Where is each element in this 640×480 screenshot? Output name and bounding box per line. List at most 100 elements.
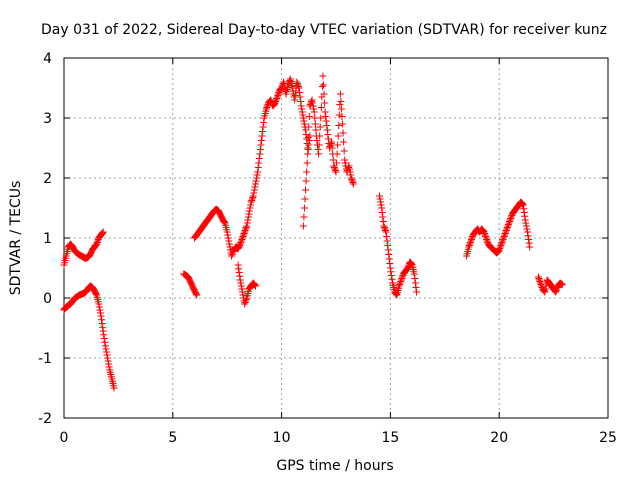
data-point: [348, 177, 356, 185]
data-point: [411, 279, 419, 287]
x-tick-label: 25: [599, 430, 617, 446]
data-point: [281, 87, 289, 95]
data-point: [506, 218, 514, 225]
series-seg4: [463, 198, 534, 260]
data-point: [226, 243, 234, 251]
data-point: [309, 102, 317, 110]
data-point: [336, 101, 344, 108]
data-point: [349, 180, 357, 188]
y-tick-label: 0: [43, 291, 52, 307]
data-point: [220, 218, 228, 225]
data-point: [386, 260, 394, 267]
data-point: [541, 288, 549, 296]
series-seg5: [534, 273, 566, 296]
data-point: [102, 345, 110, 353]
data-point: [341, 156, 349, 164]
data-point: [481, 230, 489, 237]
data-point: [334, 141, 342, 149]
data-point: [252, 177, 260, 185]
data-point: [305, 113, 313, 120]
data-point: [256, 150, 264, 158]
data-point: [308, 98, 316, 105]
data-point: [242, 224, 250, 231]
series-seg2_dip: [234, 261, 259, 308]
data-point: [263, 104, 271, 111]
data-point: [234, 261, 242, 269]
data-point: [335, 122, 343, 129]
data-point: [537, 281, 545, 288]
data-point: [412, 284, 420, 291]
x-tick-label: 5: [168, 430, 177, 446]
data-point: [337, 105, 345, 113]
data-point: [347, 171, 355, 179]
data-point: [377, 201, 385, 209]
data-point: [408, 260, 416, 268]
data-point: [346, 165, 354, 173]
data-point: [323, 126, 331, 134]
data-point: [98, 316, 106, 324]
data-point: [223, 228, 231, 236]
data-point: [301, 195, 309, 203]
data-point: [253, 171, 261, 179]
data-point: [99, 323, 107, 331]
data-point: [298, 108, 306, 116]
data-point: [300, 204, 308, 212]
data-point: [255, 155, 263, 162]
x-tick-label: 0: [60, 430, 69, 446]
data-point: [501, 230, 509, 237]
y-tick-label: -2: [38, 411, 52, 427]
data-point: [378, 204, 386, 212]
data-point: [248, 195, 256, 203]
data-point: [328, 138, 336, 146]
data-point: [243, 222, 251, 230]
data-point: [380, 224, 388, 231]
data-point: [95, 303, 103, 311]
data-point: [311, 114, 319, 122]
data-point: [339, 129, 347, 137]
data-point: [349, 179, 357, 186]
data-point: [411, 275, 419, 282]
data-point: [98, 320, 106, 327]
data-point: [483, 237, 491, 245]
data-point: [348, 176, 356, 183]
data-point: [525, 236, 533, 243]
data-point: [552, 288, 560, 296]
data-point: [239, 233, 247, 240]
data-point: [236, 276, 244, 284]
data-point: [466, 239, 474, 246]
data-point: [540, 287, 548, 294]
data-point: [273, 93, 281, 101]
data-point: [340, 147, 348, 155]
data-point: [497, 242, 505, 249]
data-point: [313, 137, 321, 144]
data-point: [338, 113, 346, 120]
data-point: [494, 248, 502, 255]
data-point: [294, 83, 302, 90]
data-point: [236, 240, 244, 248]
data-point: [105, 360, 113, 368]
y-tick-label: 1: [43, 231, 52, 247]
data-point: [525, 239, 533, 247]
data-point: [104, 354, 112, 362]
data-point: [308, 96, 316, 104]
data-point: [321, 108, 329, 116]
data-point: [243, 219, 251, 227]
data-point: [480, 228, 488, 236]
data-point: [228, 252, 236, 260]
data-point: [500, 234, 508, 242]
data-point: [329, 156, 337, 164]
series-seg1_lower: [60, 282, 118, 392]
data-point: [535, 275, 543, 282]
x-tick-label: 20: [490, 430, 508, 446]
data-point: [316, 123, 324, 131]
series-seg3: [376, 192, 421, 299]
data-point: [324, 131, 332, 138]
data-point: [250, 281, 258, 288]
data-point: [521, 212, 529, 220]
data-point: [319, 72, 327, 80]
data-point: [105, 363, 113, 371]
data-point: [304, 150, 312, 158]
data-point: [247, 198, 255, 206]
data-point: [403, 266, 411, 273]
data-point: [502, 228, 510, 236]
